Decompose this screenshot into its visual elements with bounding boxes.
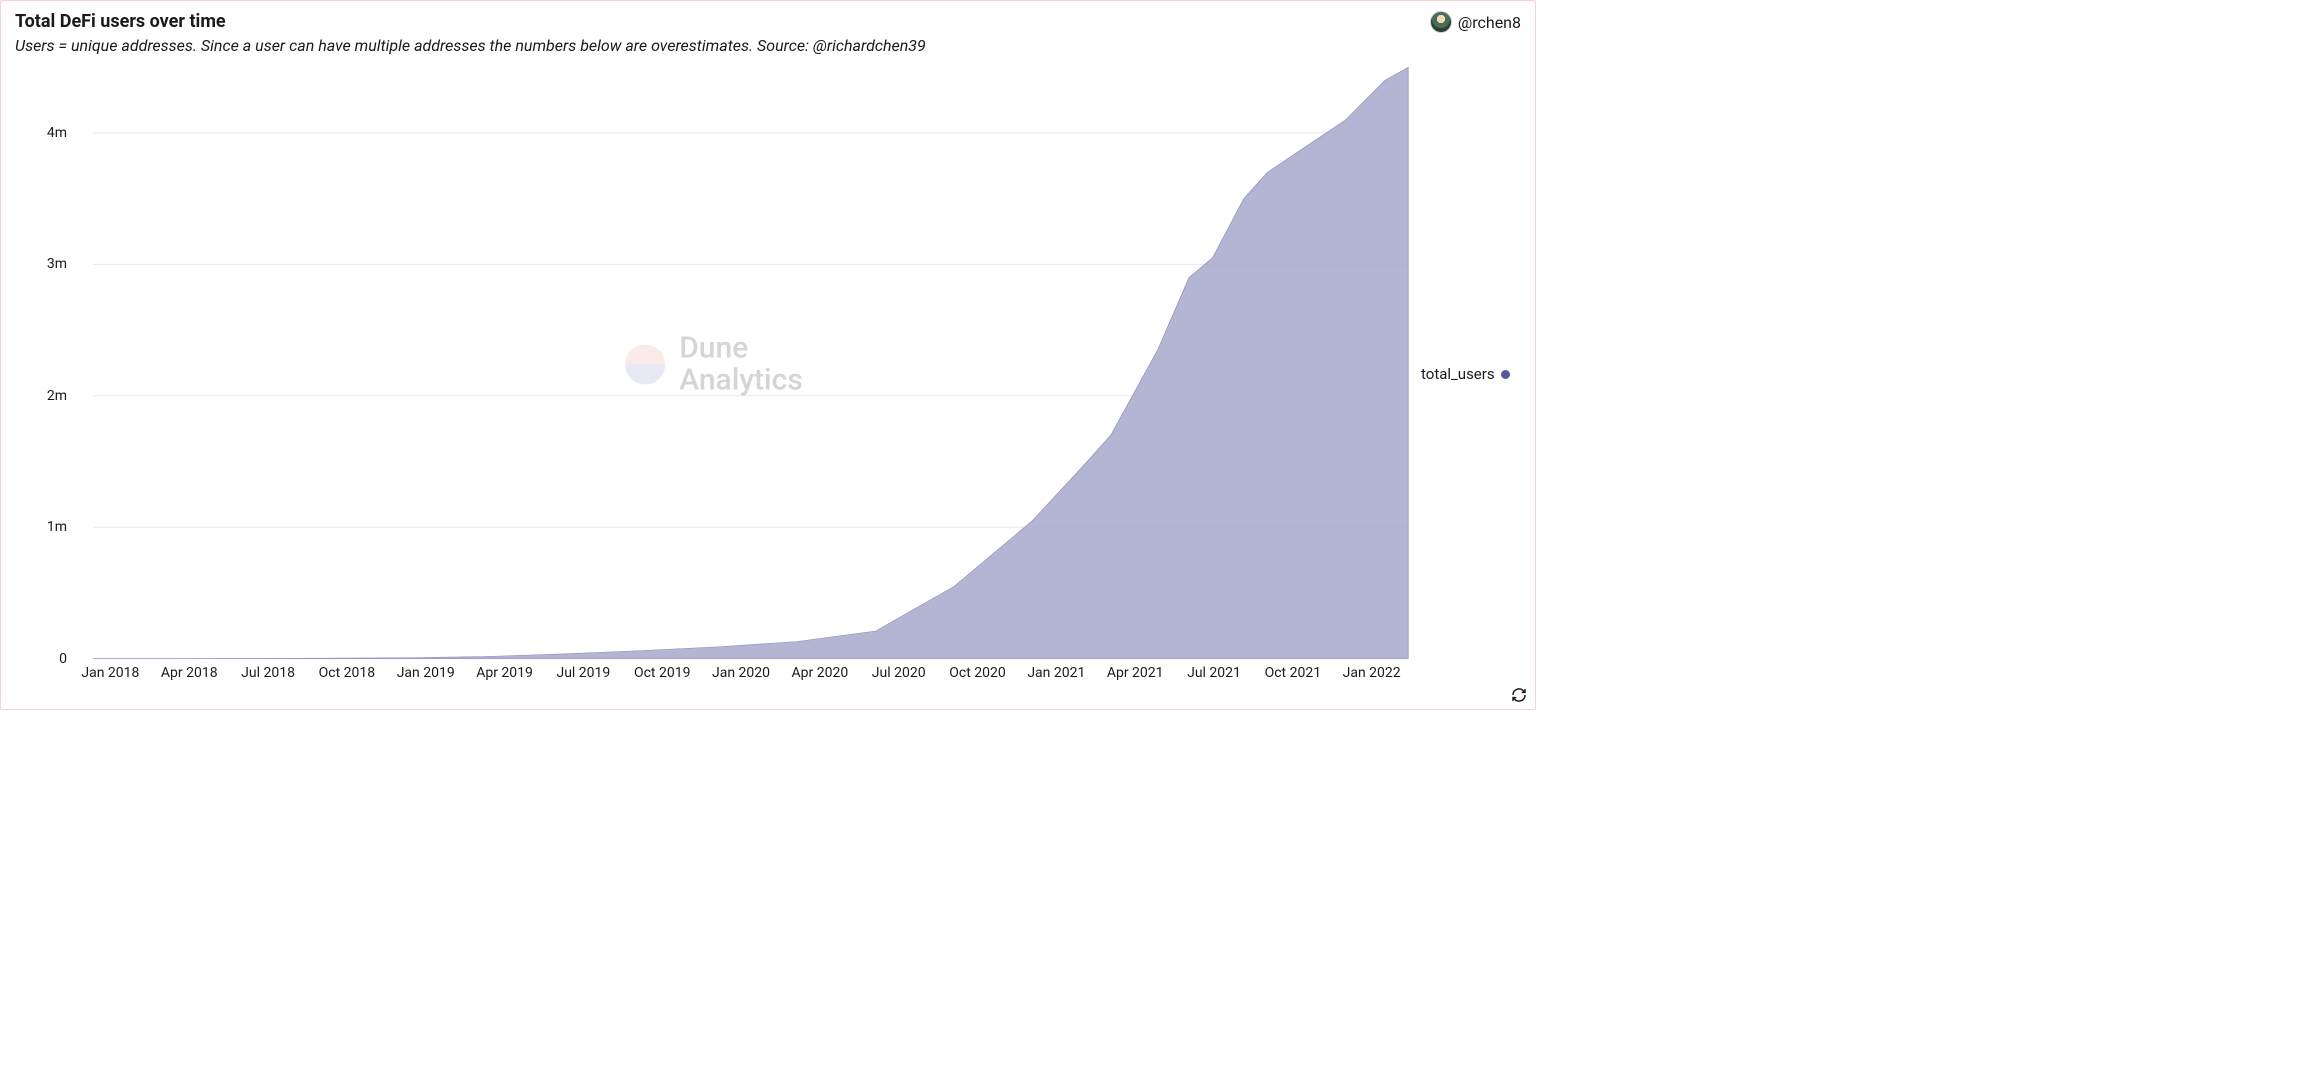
chart-wrapper: Dune Analytics 01m2m3m4m Jan 2018Apr 201… [15, 63, 1521, 685]
area-chart-svg [15, 63, 1411, 665]
x-tick-label: Oct 2018 [307, 665, 386, 685]
x-tick-label: Jul 2019 [544, 665, 623, 685]
x-tick-label: Oct 2021 [1253, 665, 1332, 685]
legend: total_users [1411, 63, 1521, 685]
author-handle: @rchen8 [1458, 13, 1521, 32]
x-tick-label: Jul 2018 [229, 665, 308, 685]
plot-area[interactable]: Dune Analytics 01m2m3m4m [15, 63, 1411, 665]
x-tick-label: Jul 2021 [1175, 665, 1254, 685]
x-tick-label: Jul 2020 [859, 665, 938, 685]
y-tick-label: 1m [47, 519, 67, 535]
x-tick-label: Jan 2020 [702, 665, 781, 685]
x-tick-label: Jan 2022 [1332, 665, 1411, 685]
y-tick-label: 3m [47, 256, 67, 272]
x-tick-label: Apr 2021 [1096, 665, 1175, 685]
x-tick-label: Apr 2020 [780, 665, 859, 685]
y-tick-label: 4m [47, 125, 67, 141]
chart-title: Total DeFi users over time [15, 11, 926, 32]
chart-card: Total DeFi users over time Users = uniqu… [0, 0, 1536, 710]
y-tick-label: 2m [47, 388, 67, 404]
legend-label: total_users [1421, 365, 1495, 383]
refresh-icon[interactable] [1511, 687, 1527, 703]
x-tick-label: Jan 2018 [71, 665, 150, 685]
x-tick-label: Apr 2018 [150, 665, 229, 685]
x-tick-label: Jan 2021 [1017, 665, 1096, 685]
x-axis-labels: Jan 2018Apr 2018Jul 2018Oct 2018Jan 2019… [15, 665, 1411, 685]
plot-column: Dune Analytics 01m2m3m4m Jan 2018Apr 201… [15, 63, 1411, 685]
x-tick-label: Apr 2019 [465, 665, 544, 685]
x-tick-label: Oct 2020 [938, 665, 1017, 685]
chart-subtitle: Users = unique addresses. Since a user c… [15, 36, 926, 55]
legend-item-total-users[interactable]: total_users [1421, 365, 1510, 383]
legend-marker-icon [1501, 370, 1510, 379]
author-link[interactable]: @rchen8 [1430, 11, 1521, 33]
x-tick-label: Oct 2019 [623, 665, 702, 685]
card-header: Total DeFi users over time Users = uniqu… [1, 1, 1535, 55]
area-series [93, 67, 1408, 658]
avatar [1430, 11, 1452, 33]
x-tick-label: Jan 2019 [386, 665, 465, 685]
y-tick-label: 0 [59, 651, 67, 667]
title-block: Total DeFi users over time Users = uniqu… [15, 11, 926, 55]
